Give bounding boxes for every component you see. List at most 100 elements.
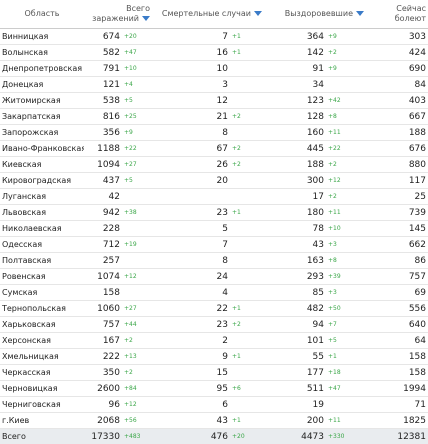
number-cell: 538	[84, 93, 122, 109]
delta-cell: +1	[230, 301, 264, 317]
delta-cell	[230, 189, 264, 205]
delta-cell	[230, 173, 264, 189]
number-cell: 22	[152, 301, 230, 317]
number-cell: 880	[366, 157, 428, 173]
number-cell: 71	[366, 397, 428, 413]
number-cell: 21	[152, 109, 230, 125]
region-name: Ивано-Франковская	[0, 141, 84, 157]
number-cell: 582	[84, 45, 122, 61]
number-cell: 78	[264, 221, 326, 237]
number-cell: 1074	[84, 269, 122, 285]
number-cell: 3	[152, 77, 230, 93]
delta-cell: +330	[326, 429, 366, 444]
number-cell: 9	[152, 349, 230, 365]
number-cell: 2600	[84, 381, 122, 397]
number-cell: 1994	[366, 381, 428, 397]
number-cell: 158	[366, 365, 428, 381]
delta-cell: +1	[230, 45, 264, 61]
number-cell: 757	[366, 269, 428, 285]
number-cell: 942	[84, 205, 122, 221]
delta-cell	[230, 269, 264, 285]
number-cell: 117	[366, 173, 428, 189]
header-row: Область Всего заражений Смертельные случ…	[0, 0, 428, 29]
number-cell: 791	[84, 61, 122, 77]
number-cell: 712	[84, 237, 122, 253]
header-cell[interactable]: Смертельные случаи	[152, 0, 264, 29]
number-cell: 257	[84, 253, 122, 269]
delta-cell: +483	[122, 429, 152, 444]
number-cell: 1094	[84, 157, 122, 173]
delta-cell: +9	[122, 125, 152, 141]
number-cell: 64	[366, 333, 428, 349]
number-cell: 96	[84, 397, 122, 413]
number-cell: 145	[366, 221, 428, 237]
delta-cell: +10	[122, 61, 152, 77]
number-cell: 364	[264, 29, 326, 45]
number-cell: 180	[264, 205, 326, 221]
number-cell: 445	[264, 141, 326, 157]
delta-cell: +19	[122, 237, 152, 253]
delta-cell: +25	[122, 109, 152, 125]
delta-cell: +8	[326, 109, 366, 125]
delta-cell: +2	[230, 141, 264, 157]
number-cell: 55	[264, 349, 326, 365]
delta-cell: +3	[326, 285, 366, 301]
number-cell: 23	[152, 317, 230, 333]
region-name: Хмельницкая	[0, 349, 84, 365]
delta-cell: +2	[326, 189, 366, 205]
delta-cell	[230, 397, 264, 413]
region-name: Черкасская	[0, 365, 84, 381]
delta-cell	[326, 397, 366, 413]
delta-cell: +20	[122, 29, 152, 45]
delta-cell: +50	[326, 301, 366, 317]
number-cell: 86	[366, 253, 428, 269]
header-cell[interactable]: Сейчас болеют	[366, 0, 428, 29]
header-cell[interactable]: Всего заражений	[84, 0, 152, 29]
number-cell: 123	[264, 93, 326, 109]
region-name: Житомирская	[0, 93, 84, 109]
delta-cell: +20	[230, 429, 264, 444]
delta-cell: +56	[122, 413, 152, 429]
number-cell: 69	[366, 285, 428, 301]
delta-cell: +4	[122, 77, 152, 93]
number-cell: 667	[366, 109, 428, 125]
delta-cell	[122, 285, 152, 301]
delta-cell: +3	[326, 237, 366, 253]
number-cell: 101	[264, 333, 326, 349]
header-cell: Область	[0, 0, 84, 29]
delta-cell: +1	[230, 29, 264, 45]
region-name: Кировоградская	[0, 173, 84, 189]
number-cell: 42	[84, 189, 122, 205]
delta-cell: +44	[122, 317, 152, 333]
delta-cell: +18	[326, 365, 366, 381]
number-cell: 10	[152, 61, 230, 77]
delta-cell: +11	[326, 125, 366, 141]
delta-cell: +42	[326, 93, 366, 109]
number-cell: 4473	[264, 429, 326, 444]
number-cell: 12	[152, 93, 230, 109]
header-cell[interactable]: Выздоровевшие	[264, 0, 366, 29]
delta-cell: +9	[326, 61, 366, 77]
delta-cell	[122, 221, 152, 237]
number-cell: 350	[84, 365, 122, 381]
region-name: Черновицкая	[0, 381, 84, 397]
number-cell: 437	[84, 173, 122, 189]
delta-cell	[230, 333, 264, 349]
number-cell: 2	[152, 333, 230, 349]
header-text: Выздоровевшие	[285, 9, 353, 18]
delta-cell: +27	[122, 301, 152, 317]
